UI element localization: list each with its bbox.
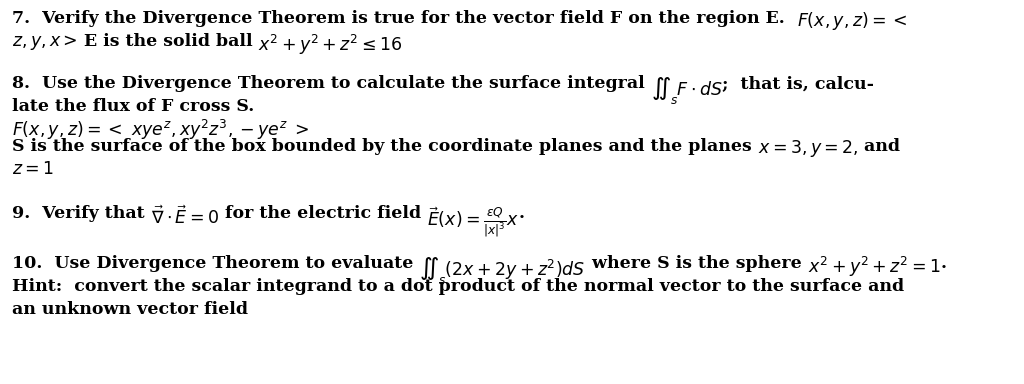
Text: $F(x,y,z) =<\ xye^z, xy^2z^3, -ye^z\ >$: $F(x,y,z) =<\ xye^z, xy^2z^3, -ye^z\ >$ (12, 118, 309, 142)
Text: $z, y, x>$: $z, y, x>$ (12, 33, 78, 52)
Text: an unknown vector field: an unknown vector field (12, 301, 248, 318)
Text: 10.  Use Divergence Theorem to evaluate: 10. Use Divergence Theorem to evaluate (12, 255, 420, 272)
Text: .: . (519, 205, 525, 222)
Text: 9.  Verify that: 9. Verify that (12, 205, 151, 222)
Text: 8.  Use the Divergence Theorem to calculate the surface integral: 8. Use the Divergence Theorem to calcula… (12, 75, 650, 92)
Text: and: and (858, 138, 900, 155)
Text: $x=3, y=2,$: $x=3, y=2,$ (758, 138, 858, 159)
Text: $\iint_s F \cdot dS$: $\iint_s F \cdot dS$ (650, 75, 723, 106)
Text: 7.  Verify the Divergence Theorem is true for the vector field F on the region E: 7. Verify the Divergence Theorem is true… (12, 10, 797, 27)
Text: $\vec{\nabla} \cdot \vec{E} = 0$: $\vec{\nabla} \cdot \vec{E} = 0$ (151, 205, 219, 228)
Text: $z=1$: $z=1$ (12, 161, 54, 178)
Text: $x^2+y^2+z^2 \leq 16$: $x^2+y^2+z^2 \leq 16$ (258, 33, 402, 57)
Text: $F(x,y,z) =<$: $F(x,y,z) =<$ (797, 10, 907, 32)
Text: .: . (940, 255, 946, 272)
Text: $x^2+y^2+z^2=1$: $x^2+y^2+z^2=1$ (808, 255, 940, 279)
Text: $\iint_{s}(2x+2y+z^2)dS$: $\iint_{s}(2x+2y+z^2)dS$ (420, 255, 586, 286)
Text: S is the surface of the box bounded by the coordinate planes and the planes: S is the surface of the box bounded by t… (12, 138, 758, 155)
Text: Hint:  convert the scalar integrand to a dot product of the normal vector to the: Hint: convert the scalar integrand to a … (12, 278, 904, 295)
Text: $\vec{E}(x) = \frac{\epsilon Q}{|x|^3}x$: $\vec{E}(x) = \frac{\epsilon Q}{|x|^3}x$ (427, 205, 519, 239)
Text: E is the solid ball: E is the solid ball (78, 33, 258, 50)
Text: ;  that is, calcu-: ; that is, calcu- (723, 75, 874, 92)
Text: for the electric field: for the electric field (219, 205, 427, 222)
Text: late the flux of F cross S.: late the flux of F cross S. (12, 98, 254, 115)
Text: where S is the sphere: where S is the sphere (586, 255, 808, 272)
